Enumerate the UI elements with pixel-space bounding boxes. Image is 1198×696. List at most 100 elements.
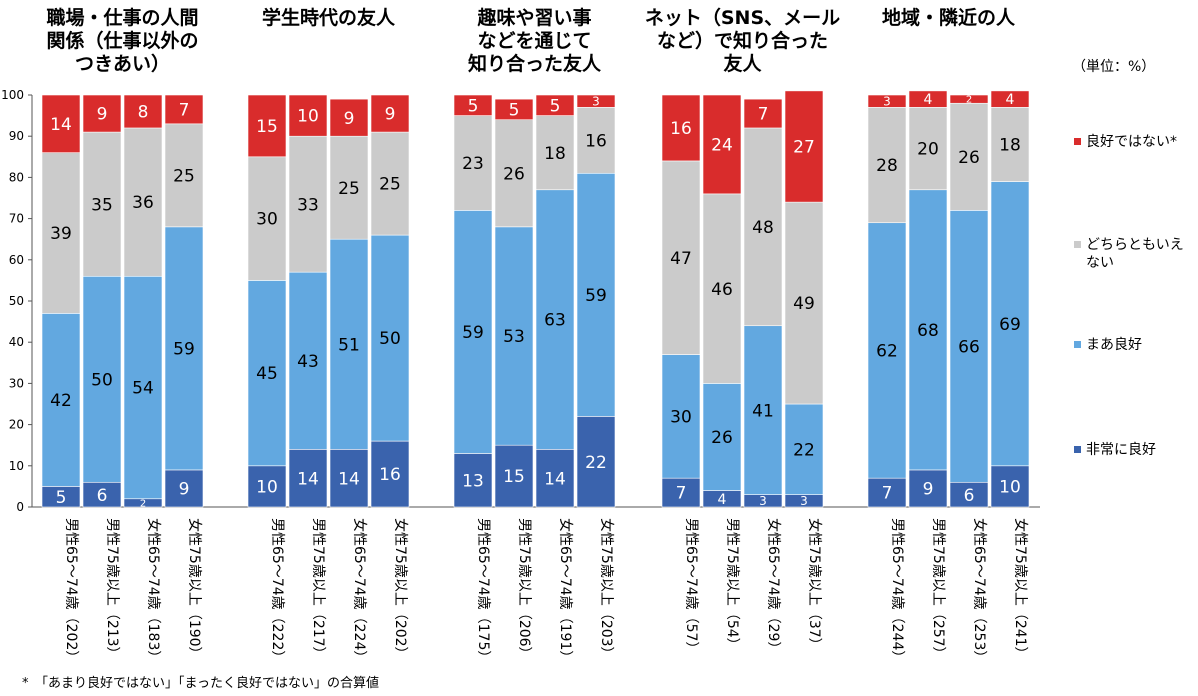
data-label: 62 bbox=[876, 342, 898, 362]
data-label: 25 bbox=[173, 166, 195, 186]
category-label: 男性65～74歳（202） bbox=[63, 518, 79, 664]
data-label: 41 bbox=[752, 401, 774, 421]
bar-segment bbox=[288, 449, 328, 508]
data-label: 2 bbox=[140, 498, 146, 509]
category-label: 男性75歳以上（54） bbox=[724, 518, 740, 652]
y-tick-label: 20 bbox=[9, 418, 24, 432]
bar-segment bbox=[453, 115, 493, 211]
data-label: 16 bbox=[585, 131, 607, 151]
bar-segment bbox=[247, 94, 287, 158]
data-label: 53 bbox=[503, 327, 525, 347]
data-label: 7 bbox=[179, 101, 190, 121]
data-label: 54 bbox=[132, 379, 154, 399]
data-label: 16 bbox=[670, 119, 692, 139]
data-label: 30 bbox=[670, 407, 692, 427]
data-label: 47 bbox=[670, 249, 692, 269]
data-label: 25 bbox=[338, 179, 360, 199]
bar-segment bbox=[370, 94, 410, 133]
data-label: 43 bbox=[297, 352, 319, 372]
group-title: 関係（仕事以外の bbox=[46, 29, 198, 52]
data-label: 51 bbox=[338, 335, 360, 355]
data-label: 3 bbox=[759, 494, 767, 508]
data-label: 22 bbox=[585, 453, 607, 473]
category-label: 女性75歳以上（202） bbox=[392, 518, 409, 661]
bar-segment bbox=[867, 107, 907, 224]
bar-segment bbox=[494, 98, 534, 121]
category-label: 女性65～74歳（224） bbox=[351, 518, 368, 664]
data-label: 4 bbox=[1006, 92, 1015, 108]
category-label: 男性65～74歳（57） bbox=[683, 518, 699, 655]
category-label: 女性75歳以上（203） bbox=[598, 518, 615, 661]
bar-segment bbox=[41, 152, 81, 314]
bar-segment bbox=[990, 465, 1030, 508]
bar-segment bbox=[82, 94, 122, 133]
data-label: 22 bbox=[793, 440, 815, 460]
bar-segment bbox=[990, 107, 1030, 182]
bar-segment bbox=[949, 481, 989, 508]
data-label: 35 bbox=[91, 195, 113, 215]
y-tick-label: 60 bbox=[9, 253, 24, 267]
category-label: 女性75歳以上（241） bbox=[1012, 518, 1029, 661]
bar-segment bbox=[123, 275, 163, 500]
data-label: 15 bbox=[256, 117, 278, 137]
bar-segment bbox=[82, 131, 122, 277]
bar-segment bbox=[41, 313, 81, 487]
legend-label: まあ良好 bbox=[1086, 337, 1142, 353]
data-label: 50 bbox=[379, 329, 401, 349]
data-label: 18 bbox=[999, 136, 1021, 156]
category-label: 女性65～74歳（253） bbox=[971, 518, 988, 664]
legend-swatch bbox=[1074, 446, 1081, 453]
y-tick-label: 100 bbox=[1, 88, 24, 102]
data-label: 7 bbox=[882, 484, 893, 504]
y-tick-label: 70 bbox=[9, 212, 24, 226]
bar-segment bbox=[247, 280, 287, 467]
data-label: 10 bbox=[999, 478, 1021, 498]
category-label: 男性65～74歳（222） bbox=[269, 518, 285, 664]
data-label: 39 bbox=[50, 224, 72, 244]
group-title: ネット（SNS、メール bbox=[645, 6, 840, 29]
bar-segment bbox=[949, 210, 989, 483]
bar-segment bbox=[329, 135, 369, 240]
data-label: 10 bbox=[297, 107, 319, 127]
bar-segment bbox=[702, 383, 742, 491]
data-label: 10 bbox=[256, 478, 278, 498]
bar-segment bbox=[535, 189, 575, 450]
category-label: 男性75歳以上（257） bbox=[930, 518, 946, 661]
bar-segment bbox=[82, 481, 122, 508]
data-label: 24 bbox=[711, 136, 733, 156]
group-title: 知り合った友人 bbox=[468, 52, 602, 75]
bar-segment bbox=[702, 193, 742, 384]
category-label: 女性75歳以上（37） bbox=[806, 518, 823, 652]
data-label: 26 bbox=[503, 164, 525, 184]
bar-segment bbox=[247, 156, 287, 281]
data-label: 59 bbox=[462, 323, 484, 343]
category-label: 男性65～74歳（175） bbox=[475, 518, 491, 664]
bar-segment bbox=[535, 115, 575, 191]
bar-segment bbox=[908, 189, 948, 471]
unit-label: （単位：%） bbox=[1072, 59, 1156, 75]
bar-segment bbox=[867, 94, 907, 108]
y-tick-label: 0 bbox=[16, 500, 24, 514]
bar-segment bbox=[576, 107, 616, 174]
data-label: 50 bbox=[91, 370, 113, 390]
footnote: * 「あまり良好ではない」「まったく良好ではない」の合算値 bbox=[22, 676, 379, 691]
data-label: 42 bbox=[50, 391, 72, 411]
legend-swatch bbox=[1074, 341, 1081, 348]
bar-segment bbox=[908, 469, 948, 508]
data-label: 16 bbox=[379, 465, 401, 485]
data-label: 6 bbox=[964, 486, 975, 506]
data-label: 13 bbox=[462, 471, 484, 491]
data-label: 59 bbox=[585, 286, 607, 306]
category-label: 女性65～74歳（183） bbox=[145, 518, 162, 664]
category-label: 男性75歳以上（206） bbox=[516, 518, 532, 661]
group-title: つきあい） bbox=[75, 52, 170, 75]
bar-segment bbox=[164, 226, 204, 471]
bar-segment bbox=[990, 181, 1030, 467]
bar-segment bbox=[82, 275, 122, 483]
data-label: 9 bbox=[179, 480, 190, 500]
bar-segment bbox=[288, 271, 328, 450]
data-label: 14 bbox=[544, 469, 566, 489]
bar-segment bbox=[702, 94, 742, 195]
bar-segment bbox=[494, 226, 534, 446]
data-label: 5 bbox=[550, 96, 561, 116]
